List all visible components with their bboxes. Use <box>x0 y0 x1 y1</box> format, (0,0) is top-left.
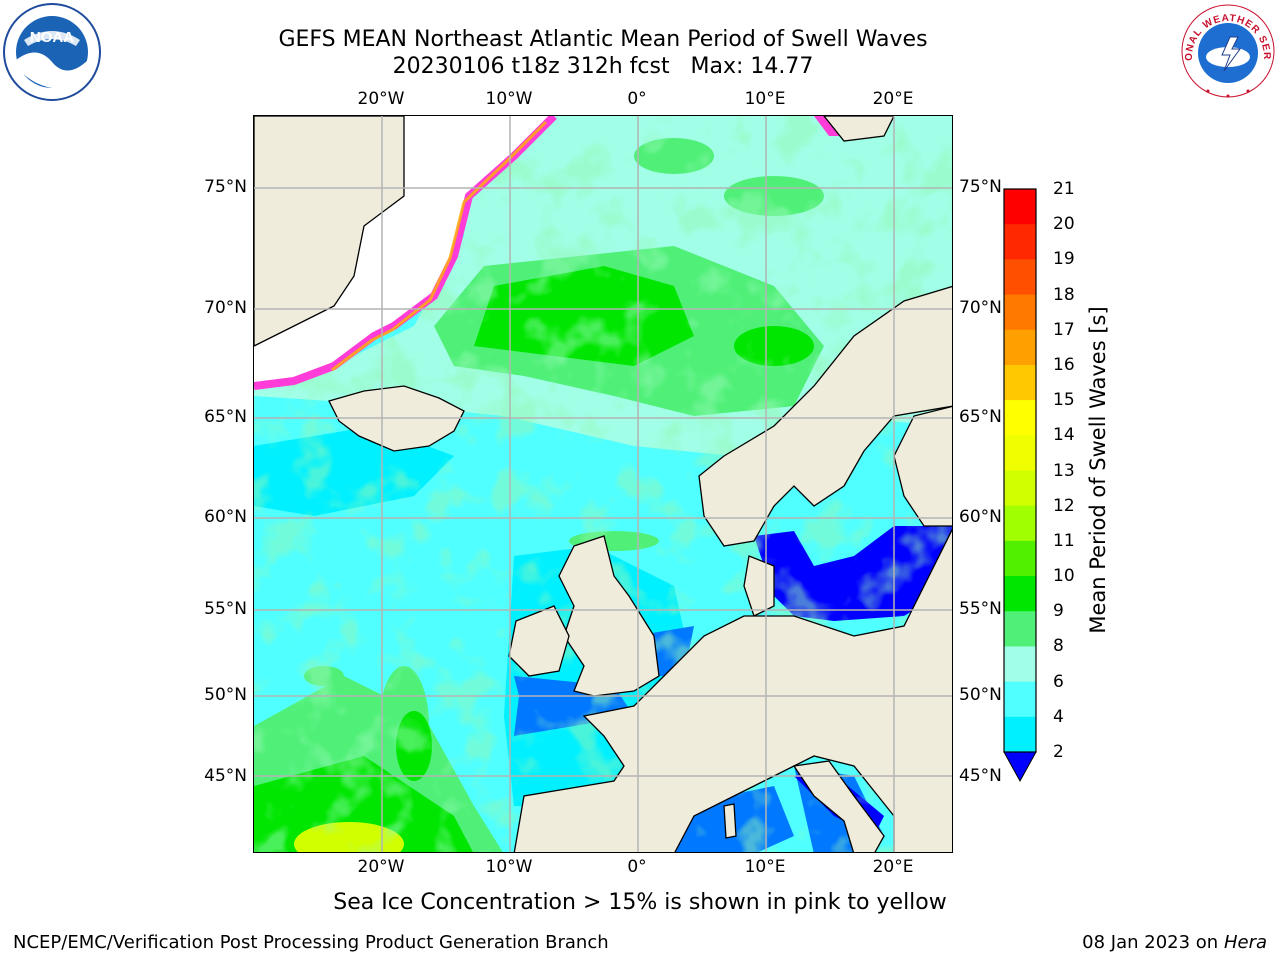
colorbar-swatch <box>1004 329 1036 366</box>
colorbar-tick-21: 21 <box>1053 179 1075 199</box>
colorbar-tick-16: 16 <box>1053 354 1075 375</box>
map-canvas <box>254 116 952 852</box>
map-area <box>253 115 953 853</box>
lat-tick-right-50n: 50°N <box>959 685 1002 705</box>
greenland <box>254 116 405 347</box>
lon-tick-top-20e: 20°E <box>872 89 914 109</box>
colorbar-tick-17: 17 <box>1053 319 1075 340</box>
italy <box>792 760 885 852</box>
colorbar-tick-12: 12 <box>1053 495 1075 516</box>
colorbar <box>1003 188 1037 783</box>
ireland <box>508 605 570 677</box>
footer-credit: NCEP/EMC/Verification Post Processing Pr… <box>13 932 609 953</box>
colorbar-tick-4: 4 <box>1053 706 1064 727</box>
lat-tick-left-50n: 50°N <box>204 685 247 705</box>
colorbar-swatch <box>1004 505 1036 542</box>
colorbar-swatch <box>1004 259 1036 296</box>
corsica <box>723 803 737 839</box>
colorbar-swatch <box>1004 611 1036 647</box>
noaa-logo-text: NOAA <box>30 29 74 46</box>
colorbar-tick-20: 20 <box>1053 214 1075 235</box>
lat-tick-right-70n: 70°N <box>959 298 1002 318</box>
colorbar-swatch <box>1004 364 1036 401</box>
map-title: GEFS MEAN Northeast Atlantic Mean Period… <box>278 27 928 52</box>
colorbar-swatch <box>1004 189 1036 225</box>
finland <box>893 405 952 527</box>
lon-tick-top-20w: 20°W <box>357 89 405 109</box>
land <box>254 116 952 852</box>
colorbar-tick-18: 18 <box>1053 284 1075 305</box>
great-britain <box>558 535 660 697</box>
sea-ice-note-text: Sea Ice Concentration > 15% is shown in … <box>333 890 947 915</box>
noaa-logo: NOAA <box>3 3 101 101</box>
colorbar-swatch <box>1004 576 1036 612</box>
lon-tick-bottom-20w: 20°W <box>357 857 405 877</box>
colorbar-swatch <box>1004 294 1036 331</box>
lat-tick-left-75n: 75°N <box>204 177 247 197</box>
lon-tick-bottom-20e: 20°E <box>872 857 914 877</box>
lat-tick-left-60n: 60°N <box>204 507 247 527</box>
lon-tick-bottom-10w: 10°W <box>485 857 533 877</box>
lon-tick-top-10e: 10°E <box>744 89 786 109</box>
lat-tick-left-65n: 65°N <box>204 407 247 427</box>
svalbard <box>823 116 895 142</box>
lat-tick-left-45n: 45°N <box>204 766 247 786</box>
colorbar-tick-2: 2 <box>1053 742 1064 762</box>
lat-tick-right-65n: 65°N <box>959 407 1002 427</box>
lat-tick-right-45n: 45°N <box>959 766 1002 786</box>
colorbar-outline <box>1003 188 1037 753</box>
footer-date-text: 08 Jan 2023 on <box>1082 932 1219 953</box>
graticule <box>254 116 952 852</box>
sea-ice-note: Sea Ice Concentration > 15% is shown in … <box>0 890 1280 915</box>
continental-europe <box>513 528 952 852</box>
colorbar-swatch <box>1004 400 1036 436</box>
colorbar-tick-11: 11 <box>1053 530 1075 551</box>
lon-tick-top-10w: 10°W <box>485 89 533 109</box>
colorbar-swatch <box>1004 646 1036 683</box>
colorbar-swatch <box>1004 435 1036 471</box>
colorbar-tick-19: 19 <box>1053 249 1075 270</box>
colorbar-swatch <box>1004 716 1036 753</box>
colorbar-swatch <box>1004 224 1036 260</box>
colorbar-tick-13: 13 <box>1053 460 1075 481</box>
colorbar-tick-14: 14 <box>1053 425 1075 446</box>
footer-host: Hera <box>1223 932 1267 953</box>
lat-tick-left-70n: 70°N <box>204 298 247 318</box>
colorbar-tick-8: 8 <box>1053 636 1064 657</box>
colorbar-extend-triangle <box>1003 751 1037 783</box>
lat-tick-right-55n: 55°N <box>959 599 1002 619</box>
colorbar-swatch <box>1004 540 1036 577</box>
lat-tick-left-55n: 55°N <box>204 599 247 619</box>
colorbar-swatch <box>1004 681 1036 718</box>
colorbar-tick-9: 9 <box>1053 601 1064 622</box>
lat-tick-right-75n: 75°N <box>959 177 1002 197</box>
colorbar-label: Mean Period of Swell Waves [s] <box>1086 306 1110 634</box>
colorbar-tick-6: 6 <box>1053 671 1064 692</box>
colorbar-tick-15: 15 <box>1053 390 1075 411</box>
lat-tick-right-60n: 60°N <box>959 507 1002 527</box>
norway-sweden <box>698 285 952 547</box>
colorbar-swatch <box>1004 470 1036 507</box>
lon-tick-top-0: 0° <box>627 89 647 109</box>
footer-date: 08 Jan 2023 on Hera <box>1082 932 1267 953</box>
lon-tick-bottom-10e: 10°E <box>744 857 786 877</box>
lon-tick-bottom-0: 0° <box>627 857 647 877</box>
nws-logo: NATIONAL WEATHER SERVICE <box>1178 1 1275 98</box>
colorbar-tick-10: 10 <box>1053 566 1075 587</box>
map-subtitle: 20230106 t18z 312h fcst Max: 14.77 <box>392 54 814 79</box>
